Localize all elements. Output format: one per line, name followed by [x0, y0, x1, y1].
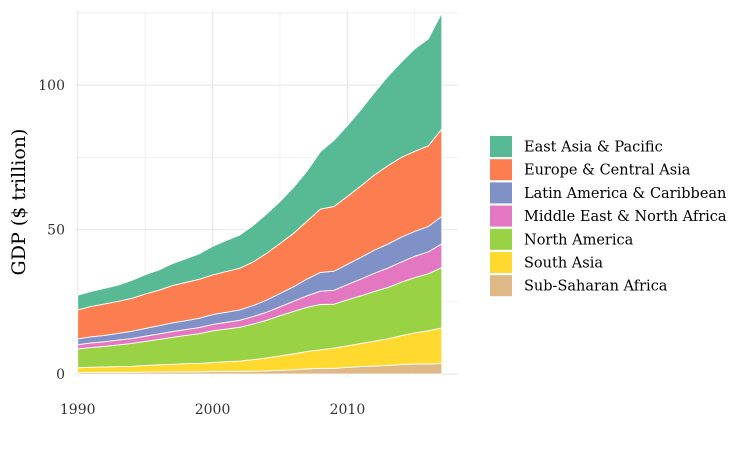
legend-item-south-asia: South Asia — [490, 252, 603, 273]
y-axis-title: GDP ($ trillion) — [8, 129, 30, 276]
legend-label: Latin America & Caribbean — [524, 186, 726, 202]
legend-swatch — [490, 136, 512, 157]
legend-swatch — [490, 205, 512, 227]
legend-label: North America — [524, 232, 634, 248]
area-east-asia-and-pacific — [77, 12, 443, 311]
legend-label: Europe & Central Asia — [524, 163, 691, 179]
axis-tick-labels: 1990 2000 2010 0 50 100 — [38, 78, 365, 418]
legend-item-latin-america-and-caribbean: Latin America & Caribbean — [490, 182, 726, 204]
y-tick-label: 100 — [38, 78, 65, 94]
y-tick-label: 50 — [47, 223, 65, 239]
legend-item-east-asia-and-pacific: East Asia & Pacific — [490, 136, 663, 157]
legend-label: Middle East & North Africa — [524, 209, 727, 225]
legend-swatch — [490, 228, 512, 250]
legend-swatch — [490, 275, 512, 297]
legend-swatch — [490, 182, 512, 204]
x-tick-label: 1990 — [60, 402, 96, 418]
legend-label: Sub-Saharan Africa — [524, 279, 668, 295]
area-series-layer — [77, 12, 443, 375]
legend-label: East Asia & Pacific — [524, 140, 663, 156]
legend-swatch — [490, 159, 512, 181]
x-tick-label: 2000 — [195, 402, 231, 418]
legend-item-sub-saharan-africa: Sub-Saharan Africa — [490, 275, 668, 297]
legend-swatch — [490, 252, 512, 273]
y-tick-label: 0 — [56, 367, 65, 383]
legend: East Asia & Pacific Europe & Central Asia… — [490, 136, 727, 297]
legend-item-middle-east-and-north-africa: Middle East & North Africa — [490, 205, 727, 227]
legend-item-north-america: North America — [490, 228, 634, 250]
legend-item-europe-and-central-asia: Europe & Central Asia — [490, 159, 691, 181]
x-tick-label: 2010 — [330, 402, 366, 418]
legend-label: South Asia — [524, 256, 603, 272]
